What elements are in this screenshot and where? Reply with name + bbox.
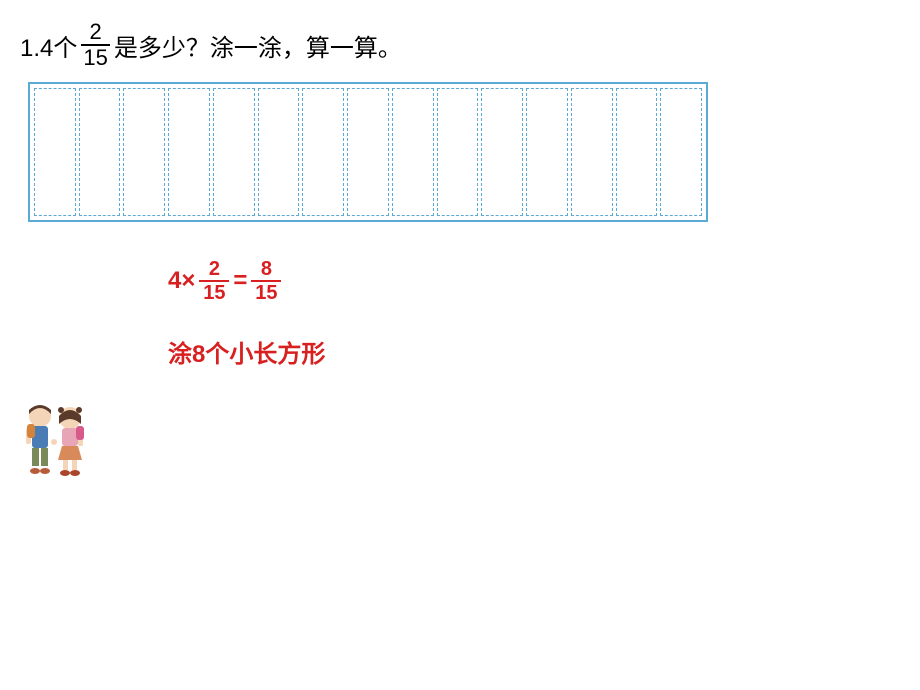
grid-cell: [616, 88, 658, 216]
grid-cell: [481, 88, 523, 216]
question-prefix: 1.4个: [20, 28, 77, 63]
fraction-denominator: 15: [253, 282, 279, 304]
grid-cell: [258, 88, 300, 216]
grid-cell: [79, 88, 121, 216]
question-suffix: 是多少？涂一涂，算一算。: [114, 28, 402, 63]
grid-cell: [660, 88, 702, 216]
fraction-numerator: 2: [87, 20, 103, 44]
grid-cell: [526, 88, 568, 216]
answer-text: 涂8个小长方形: [168, 334, 325, 369]
question-line: 1.4个 2 15 是多少？涂一涂，算一算。: [20, 20, 402, 70]
grid-cell: [437, 88, 479, 216]
fraction-numerator: 2: [207, 258, 222, 280]
fraction-denominator: 15: [81, 46, 109, 70]
fraction-numerator: 8: [259, 258, 274, 280]
equation-fraction-1: 2 15: [199, 258, 229, 304]
fraction-denominator: 15: [201, 282, 227, 304]
grid-cell: [34, 88, 76, 216]
equation-fraction-2: 8 15: [251, 258, 281, 304]
fraction-grid: [28, 82, 708, 222]
grid-cell: [123, 88, 165, 216]
equation-equals: =: [233, 267, 247, 295]
grid-cell: [347, 88, 389, 216]
grid-cell: [302, 88, 344, 216]
question-fraction: 2 15: [81, 20, 109, 70]
equation-multiplier: 4×: [168, 267, 195, 295]
kids-illustration-icon: [14, 396, 98, 488]
grid-cell: [168, 88, 210, 216]
equation-line: 4× 2 15 = 8 15: [168, 258, 285, 304]
grid-cell: [213, 88, 255, 216]
grid-cell: [571, 88, 613, 216]
grid-cell: [392, 88, 434, 216]
